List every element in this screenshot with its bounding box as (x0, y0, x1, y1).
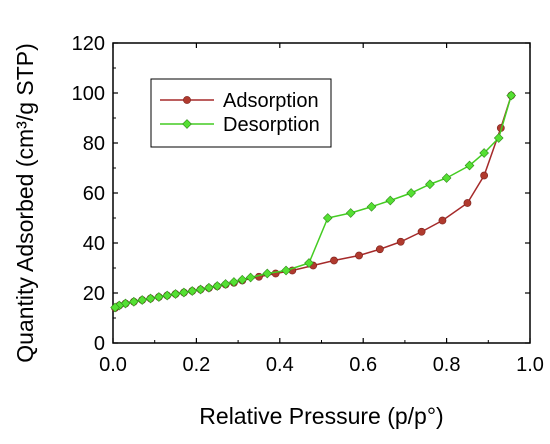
y-tick-label: 60 (83, 183, 105, 205)
y-tick-label: 40 (83, 233, 105, 255)
legend-marker-desorption (182, 119, 192, 129)
data-point (281, 265, 291, 276)
y-tick-label: 120 (72, 33, 105, 55)
data-point (493, 133, 504, 143)
legend-label-desorption: Desorption (223, 114, 320, 136)
data-point (129, 296, 139, 307)
data-point (330, 256, 338, 265)
data-point (438, 216, 447, 225)
y-tick-label: 0 (94, 333, 105, 355)
data-point (137, 295, 148, 305)
data-point (375, 245, 384, 254)
data-point (154, 292, 164, 302)
x-tick-label: 1.0 (516, 354, 544, 376)
series-desorption (110, 90, 517, 313)
legend: Adsorption Desorption (150, 78, 332, 148)
data-point (406, 188, 416, 198)
data-point (187, 286, 198, 296)
data-point (345, 208, 356, 218)
data-point (195, 284, 206, 295)
data-point (245, 272, 256, 283)
data-point (480, 171, 489, 180)
y-tick-label: 100 (72, 83, 105, 105)
y-tick-label: 20 (83, 283, 105, 305)
data-point (271, 269, 280, 278)
data-point (220, 279, 231, 289)
data-point (506, 90, 517, 101)
data-point (322, 213, 333, 223)
x-axis-title: Relative Pressure (p/p°) (199, 403, 443, 429)
y-axis-ticks: 0 20 40 60 80 100 120 (72, 33, 530, 355)
data-point (237, 274, 248, 285)
x-tick-label: 0.2 (182, 354, 210, 376)
data-point (110, 302, 120, 313)
data-point (385, 195, 396, 206)
data-point (441, 173, 452, 183)
data-point (464, 160, 475, 171)
data-point (212, 281, 223, 291)
y-axis-title: Quantity Adsorbed (cm³/g STP) (12, 43, 38, 363)
legend-label-adsorption: Adsorption (223, 90, 319, 112)
legend-marker-adsorption (183, 96, 191, 104)
data-point (162, 290, 173, 301)
series-layer (110, 90, 517, 313)
data-point (120, 298, 131, 309)
x-axis-ticks: 0.0 0.2 0.4 0.6 0.8 1.0 (99, 43, 544, 376)
y-tick-label: 80 (83, 133, 105, 155)
data-point (145, 293, 156, 304)
data-point (479, 148, 489, 158)
data-point (463, 199, 472, 207)
data-point (417, 227, 426, 236)
x-tick-label: 0.0 (99, 354, 127, 376)
data-point (204, 282, 214, 293)
data-point (396, 237, 405, 246)
data-point (262, 268, 273, 279)
x-tick-label: 0.4 (266, 354, 294, 376)
legend-box (150, 78, 332, 148)
x-tick-label: 0.6 (349, 354, 377, 376)
data-point (179, 287, 189, 298)
data-point (304, 258, 314, 268)
data-point (355, 251, 363, 260)
x-tick-label: 0.8 (433, 354, 461, 376)
data-point (366, 201, 377, 212)
data-point (170, 289, 181, 299)
data-point (229, 277, 239, 287)
data-point (425, 179, 435, 190)
